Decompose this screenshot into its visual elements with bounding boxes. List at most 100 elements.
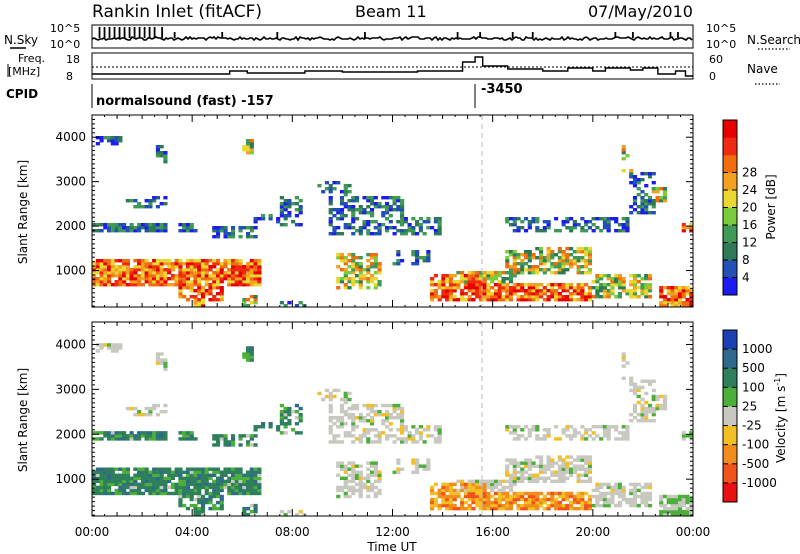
heatmap-cell — [666, 301, 671, 305]
heatmap-cell — [137, 277, 142, 281]
heatmap-cell — [554, 292, 559, 296]
heatmap-cell — [512, 497, 517, 502]
heatmap-cell — [137, 274, 142, 278]
heatmap-cell — [400, 437, 405, 441]
heatmap-cell — [279, 208, 284, 212]
heatmap-cell — [197, 467, 202, 471]
heatmap-cell — [343, 256, 348, 260]
heatmap-cell — [208, 283, 213, 287]
heatmap-cell — [644, 199, 649, 203]
heatmap-cell — [505, 473, 510, 477]
heatmap-cell — [587, 479, 592, 484]
heatmap-cell — [486, 283, 491, 287]
heatmap-cell — [200, 479, 206, 484]
heatmap-cell — [475, 286, 480, 290]
heatmap-cell — [415, 223, 420, 227]
heatmap-cell — [381, 431, 386, 435]
heatmap-cell — [294, 304, 299, 308]
heatmap-cell — [527, 283, 532, 287]
heatmap-cell — [576, 265, 581, 269]
heatmap-cell — [418, 256, 423, 260]
heatmap-cell — [223, 262, 228, 266]
heatmap-cell — [358, 268, 363, 272]
heatmap-cell — [497, 503, 502, 508]
heatmap-cell — [298, 419, 303, 423]
heatmap-cell — [538, 229, 544, 233]
heatmap-cell — [197, 488, 202, 493]
heatmap-cell — [546, 259, 551, 263]
heatmap-cell — [381, 223, 386, 227]
heatmap-cell — [640, 415, 645, 420]
cpid-row: CPID normalsound (fast) -157 -3450 — [6, 82, 523, 109]
heatmap-cell — [497, 280, 502, 284]
heatmap-cell — [493, 506, 499, 511]
heatmap-cell — [339, 464, 345, 468]
heatmap-cell — [182, 434, 187, 438]
heatmap-cell — [230, 440, 236, 444]
heatmap-cell — [550, 289, 555, 293]
heatmap-cell — [343, 223, 348, 227]
heatmap-cell — [110, 229, 115, 233]
heatmap-cell — [426, 458, 431, 462]
heatmap-cell — [426, 434, 431, 438]
heatmap-cell — [354, 464, 360, 468]
heatmap-cell — [140, 470, 145, 474]
heatmap-cell — [640, 211, 645, 215]
heatmap-cell — [212, 298, 217, 302]
heatmap-cell — [584, 283, 589, 287]
heatmap-cell — [651, 388, 656, 393]
heatmap-cell — [430, 497, 435, 502]
heatmap-cell — [467, 497, 472, 502]
heatmap-cell — [283, 217, 288, 221]
heatmap-cell — [148, 482, 153, 487]
heatmap-cell — [114, 349, 119, 353]
heatmap-cell — [689, 289, 694, 293]
heatmap-cell — [655, 403, 660, 408]
heatmap-cell — [677, 509, 683, 514]
heatmap-cell — [565, 497, 570, 502]
heatmap-cell — [114, 491, 119, 496]
heatmap-cell — [621, 437, 626, 441]
heatmap-cell — [471, 280, 476, 284]
heatmap-cell — [182, 277, 187, 281]
heatmap-cell — [246, 139, 251, 143]
heatmap-cell — [99, 482, 104, 487]
heatmap-cell — [249, 271, 254, 275]
heatmap-cell — [246, 262, 251, 266]
heatmap-cell — [336, 277, 341, 281]
heatmap-cell — [182, 482, 187, 487]
heatmap-cell — [343, 226, 348, 230]
heatmap-cell — [287, 214, 292, 218]
heatmap-cell — [497, 298, 502, 302]
heatmap-cell — [584, 458, 589, 462]
heatmap-cell — [328, 223, 333, 227]
heatmap-cell — [538, 467, 544, 471]
heatmap-cell — [249, 142, 254, 146]
heatmap-cell — [392, 208, 397, 212]
heatmap-cell — [689, 301, 694, 305]
heatmap-cell — [103, 280, 108, 284]
heatmap-cell — [565, 455, 570, 459]
velocity-colorbar-label: Velocity [m s-1] — [773, 373, 788, 463]
heatmap-cell — [103, 482, 108, 487]
heatmap-cell — [358, 283, 363, 287]
heatmap-cell — [268, 217, 273, 221]
heatmap-cell — [403, 220, 408, 224]
heatmap-cell — [249, 259, 254, 263]
heatmap-cell — [125, 479, 130, 484]
heatmap-cell — [467, 280, 472, 284]
heatmap-cell — [478, 491, 484, 496]
heatmap-cell — [347, 271, 352, 275]
heatmap-cell — [535, 265, 540, 269]
heatmap-cell — [219, 277, 224, 281]
heatmap-cell — [561, 298, 566, 302]
heatmap-cell — [606, 503, 611, 508]
heatmap-cell — [144, 280, 149, 284]
heatmap-cell — [497, 500, 502, 505]
heatmap-cell — [351, 265, 356, 269]
heatmap-cell — [219, 226, 224, 230]
heatmap-cell — [189, 262, 194, 266]
heatmap-cell — [621, 494, 626, 499]
heatmap-cell — [246, 304, 251, 308]
heatmap-cell — [396, 259, 401, 263]
